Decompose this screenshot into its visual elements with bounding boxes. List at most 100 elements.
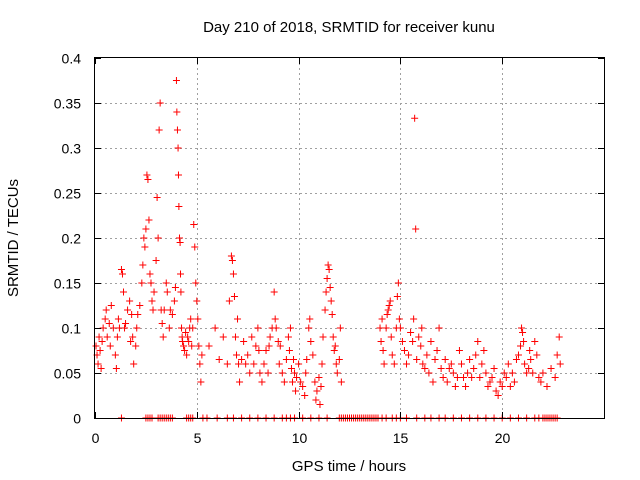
data-point — [384, 306, 392, 314]
data-point — [280, 378, 288, 386]
data-point — [122, 320, 130, 327]
data-point — [437, 365, 445, 372]
data-point — [255, 347, 263, 354]
data-point — [303, 356, 311, 363]
data-point — [139, 261, 147, 269]
data-point — [415, 333, 423, 341]
data-point — [418, 324, 426, 332]
data-point — [103, 333, 111, 341]
data-point — [388, 351, 396, 359]
data-point — [211, 324, 219, 332]
data-point — [336, 324, 344, 332]
data-point — [117, 266, 125, 273]
tick-marks — [95, 58, 604, 419]
data-point — [398, 338, 406, 345]
data-point — [449, 369, 457, 377]
data-point — [380, 360, 388, 368]
data-point — [235, 360, 243, 368]
data-point — [170, 297, 178, 305]
data-point — [223, 360, 231, 368]
data-point — [447, 360, 455, 368]
data-point — [191, 243, 199, 251]
data-point — [229, 270, 237, 278]
data-point — [138, 279, 146, 287]
data-point — [194, 315, 202, 323]
data-point — [506, 383, 514, 390]
data-point — [155, 126, 163, 134]
data-point — [92, 342, 100, 350]
data-point — [238, 356, 246, 363]
data-point — [474, 338, 482, 345]
data-point — [510, 378, 518, 386]
y-axis-label: SRMTID / TECUs — [5, 179, 22, 297]
data-point — [496, 378, 504, 386]
data-point — [302, 369, 310, 377]
data-point — [462, 383, 470, 390]
y-tick-label: 0.15 — [54, 276, 81, 292]
data-point — [144, 176, 152, 183]
data-point — [311, 378, 319, 386]
data-point — [149, 306, 157, 314]
data-point — [537, 378, 545, 386]
data-point — [189, 324, 197, 332]
data-point — [250, 360, 258, 368]
data-point — [478, 360, 486, 368]
data-point — [230, 293, 238, 300]
data-point — [272, 324, 280, 332]
data-point — [329, 333, 337, 341]
data-point — [403, 360, 411, 368]
data-point — [174, 144, 182, 152]
data-point — [533, 351, 541, 359]
data-point — [236, 378, 244, 386]
data-point — [519, 329, 527, 336]
data-points — [92, 77, 564, 422]
data-point — [244, 351, 252, 359]
data-point — [502, 374, 510, 381]
data-point — [390, 360, 398, 368]
data-point — [494, 392, 502, 399]
data-point — [547, 365, 555, 372]
data-point — [166, 306, 174, 314]
data-point — [133, 324, 141, 332]
data-point — [290, 356, 298, 363]
y-tick-label: 0.3 — [62, 141, 82, 157]
data-point — [508, 369, 516, 377]
data-point — [411, 114, 419, 122]
data-point — [433, 347, 441, 354]
data-point — [378, 315, 386, 323]
data-point — [525, 365, 533, 372]
data-point — [190, 221, 198, 228]
data-point — [196, 360, 204, 368]
data-point — [284, 333, 292, 341]
data-point — [535, 374, 543, 381]
y-tick-label: 0.2 — [62, 231, 82, 247]
x-tick-label: 5 — [194, 430, 202, 446]
data-point — [318, 360, 326, 368]
data-point — [181, 347, 189, 354]
data-point — [163, 288, 171, 296]
y-tick-label: 0.35 — [54, 96, 81, 112]
data-point — [177, 270, 185, 278]
data-point — [521, 360, 529, 368]
data-point — [271, 315, 279, 323]
data-point — [395, 315, 403, 323]
data-point — [173, 108, 181, 116]
data-point — [393, 293, 401, 300]
grid — [95, 58, 604, 418]
data-point — [132, 342, 140, 350]
data-point — [439, 374, 447, 381]
data-point — [457, 360, 465, 368]
data-point — [551, 374, 559, 381]
data-point — [386, 297, 394, 305]
data-point — [316, 401, 324, 408]
data-point — [335, 356, 343, 363]
data-point — [185, 338, 193, 345]
data-point — [254, 324, 262, 332]
data-point — [337, 378, 345, 386]
data-point — [278, 369, 286, 377]
data-point — [333, 369, 341, 377]
x-tick-labels: 0 5 10 15 20 — [92, 430, 511, 446]
data-point — [175, 203, 183, 210]
data-point — [490, 365, 498, 372]
